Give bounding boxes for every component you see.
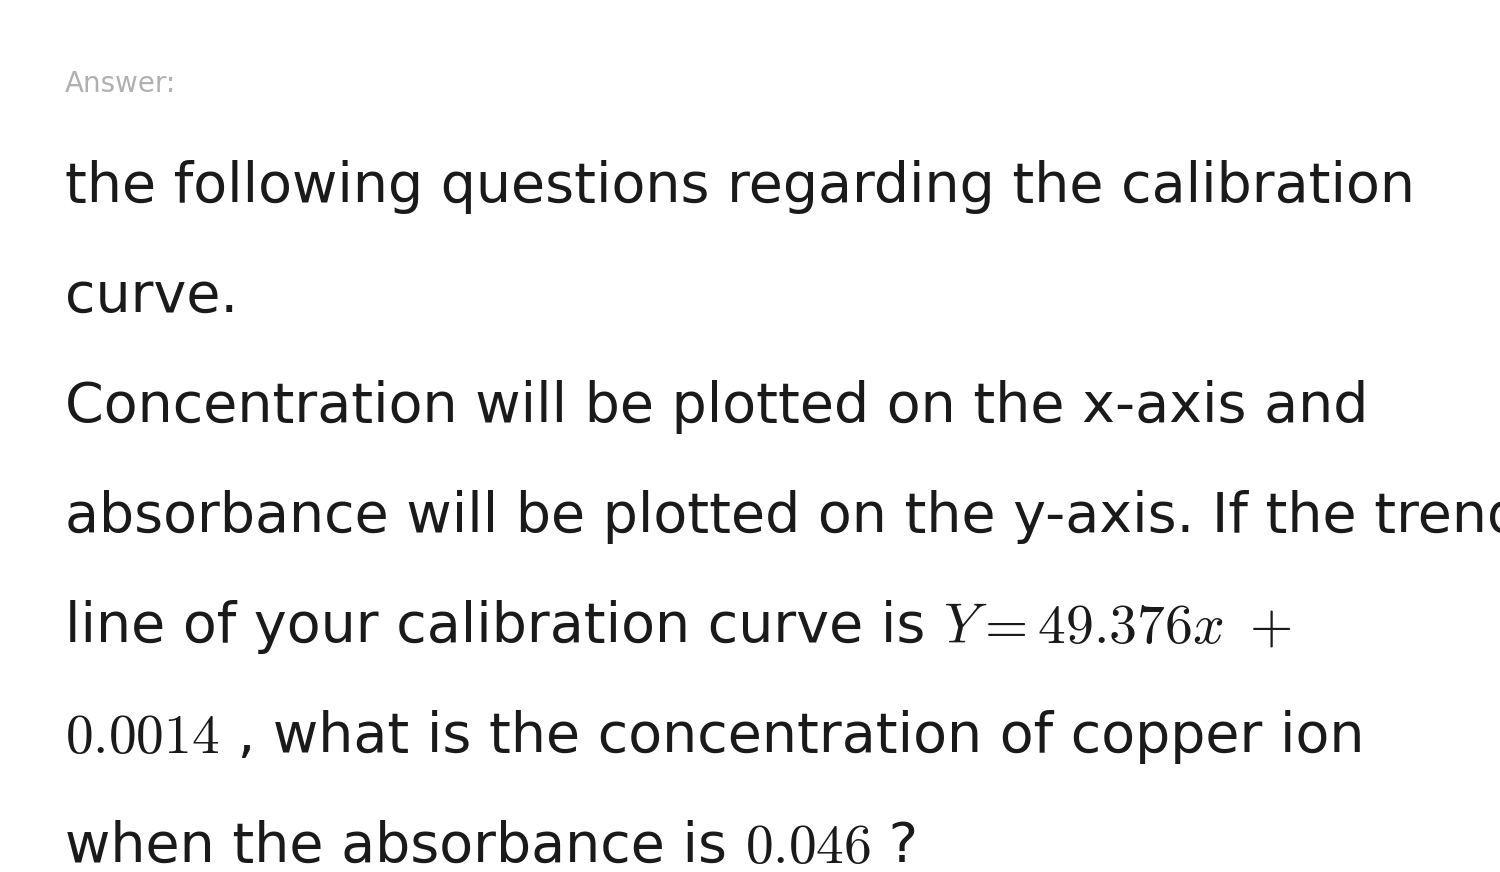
Text: ?: ? [871,820,918,872]
Text: $0.0014$: $0.0014$ [64,710,219,765]
Text: Answer:: Answer: [64,70,177,98]
Text: line of your calibration curve is: line of your calibration curve is [64,600,944,654]
Text: , what is the concentration of copper ion: , what is the concentration of copper io… [219,710,1364,764]
Text: $Y = 49.376x\ +$: $Y = 49.376x\ +$ [944,600,1292,655]
Text: when the absorbance is: when the absorbance is [64,820,744,872]
Text: $0.046$: $0.046$ [744,820,872,872]
Text: absorbance will be plotted on the y-axis. If the trend: absorbance will be plotted on the y-axis… [64,490,1500,544]
Text: the following questions regarding the calibration: the following questions regarding the ca… [64,160,1414,214]
Text: Concentration will be plotted on the x-axis and: Concentration will be plotted on the x-a… [64,380,1368,434]
Text: curve.: curve. [64,270,238,324]
